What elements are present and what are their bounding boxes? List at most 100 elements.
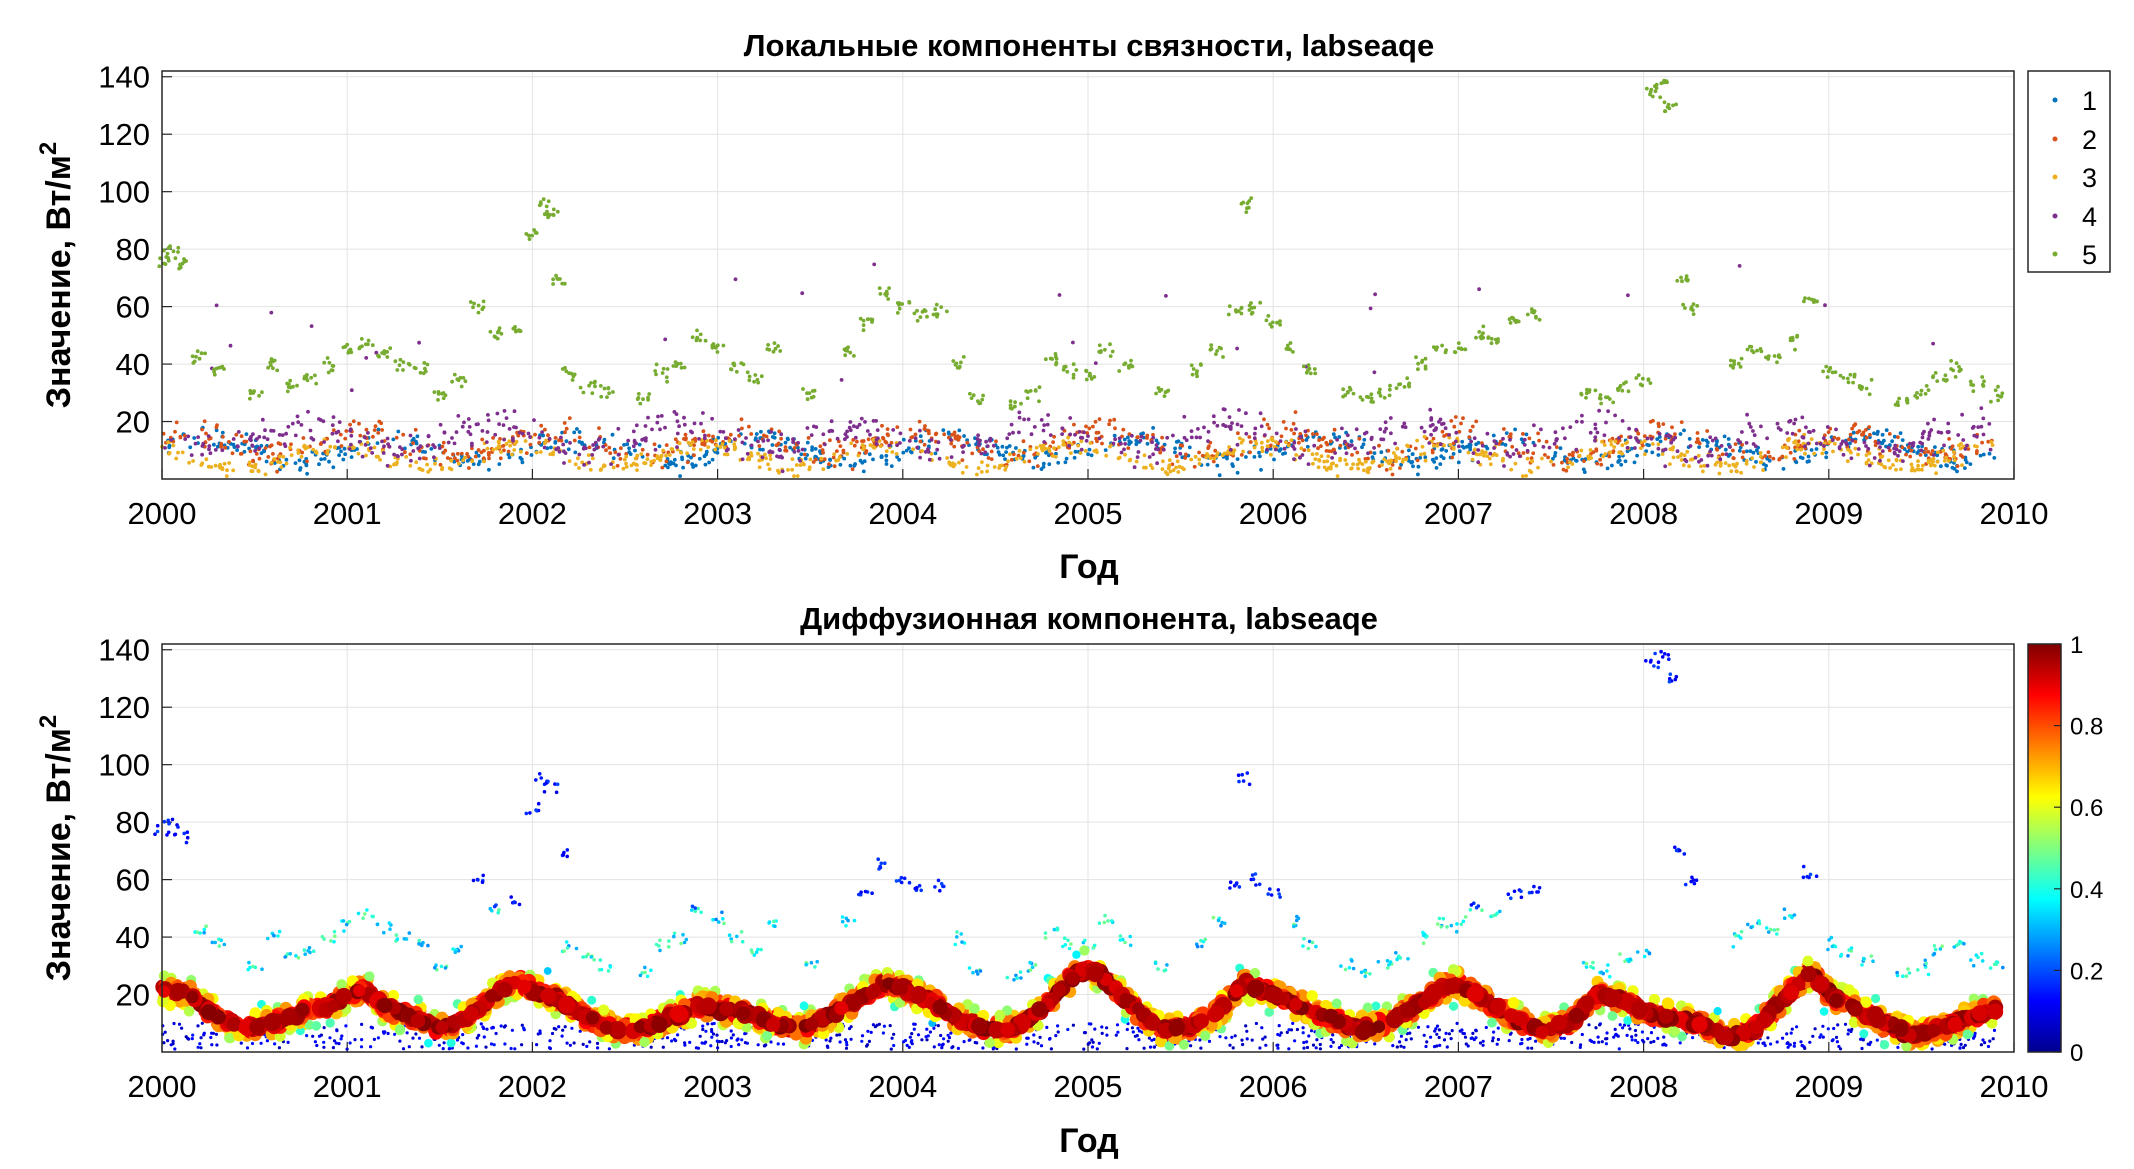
series-4-point: [1514, 448, 1519, 452]
diffusion-point: [1859, 1037, 1863, 1041]
series-2-point: [413, 427, 418, 432]
series-4-point: [417, 340, 421, 345]
diffusion-point: [1087, 1022, 1091, 1026]
diffusion-point: [1222, 921, 1227, 926]
series-5-point: [915, 318, 920, 323]
series-3-point: [1019, 456, 1023, 461]
series-3-point: [1701, 469, 1705, 474]
series-4-point: [1026, 417, 1031, 422]
series-2-point: [664, 459, 669, 464]
series-3-point: [1482, 453, 1486, 458]
series-3-point: [1447, 435, 1452, 440]
series-2-point: [254, 452, 259, 456]
diffusion-point: [890, 1036, 894, 1040]
series-3-point: [964, 465, 969, 469]
series-4-point: [1263, 433, 1267, 437]
series-4-point: [1517, 454, 1522, 459]
series-4-point: [437, 446, 442, 450]
diffusion-point: [942, 1037, 946, 1041]
diffusion-point: [341, 919, 346, 923]
series-2-point: [1673, 432, 1677, 436]
series-1-point: [861, 469, 866, 474]
series-3-point: [764, 456, 768, 461]
series-4-point: [1135, 455, 1140, 459]
series-4-point: [1419, 425, 1424, 430]
series-3-point: [548, 452, 553, 457]
series-3-point: [947, 460, 952, 465]
series-3-point: [1357, 457, 1361, 462]
series-5-point: [176, 245, 181, 250]
series-2-point: [923, 424, 927, 428]
series-4-point: [382, 444, 386, 449]
diffusion-point: [333, 934, 337, 938]
series-4-point: [208, 451, 213, 456]
series-4-point: [829, 419, 834, 424]
series-3-point: [1078, 451, 1083, 455]
diffusion-point: [1785, 1032, 1789, 1036]
series-5-point: [641, 397, 645, 402]
series-3-point: [1166, 466, 1171, 471]
series-2-point: [1531, 451, 1536, 456]
series-2-point: [1262, 417, 1266, 422]
series-4-point: [1688, 444, 1693, 448]
series-2-point: [925, 428, 930, 433]
diffusion-point: [840, 915, 845, 919]
series-3-point: [667, 453, 672, 457]
series-4-point: [1634, 427, 1639, 432]
series-4-point: [655, 420, 660, 425]
series-3-point: [1083, 449, 1088, 453]
diffusion-point: [1131, 1030, 1135, 1034]
diffusion-point: [552, 1026, 556, 1031]
series-3-point: [1715, 460, 1719, 465]
series-4-point: [559, 435, 563, 440]
series-4-point: [409, 458, 413, 463]
series-5-point: [1993, 388, 1998, 393]
series-1-point: [244, 432, 249, 436]
series-4-point: [1627, 426, 1631, 431]
series-3-point: [1739, 470, 1743, 475]
series-3-point: [325, 451, 330, 456]
diffusion-point: [1097, 1041, 1101, 1045]
series-5-point: [309, 375, 314, 380]
series-5-point: [1162, 394, 1167, 398]
series-1-point: [1337, 435, 1342, 439]
series-5-point: [569, 371, 574, 376]
series-2-point: [1537, 438, 1541, 443]
diffusion-point: [494, 1031, 498, 1036]
series-4-point: [1252, 431, 1257, 436]
series-4-point: [532, 418, 536, 422]
diffusion-point: [339, 1037, 343, 1041]
series-2-point: [1554, 445, 1559, 449]
diffusion-point: [1649, 1031, 1654, 1035]
series-1-point: [1444, 449, 1449, 453]
series-3-point: [1784, 445, 1788, 449]
series-4-point: [769, 429, 773, 434]
series-5-point: [251, 390, 255, 395]
diffusion-point: [1618, 1023, 1622, 1027]
series-4-point: [1042, 423, 1047, 427]
series-5-point: [272, 358, 277, 363]
series-3-point: [1613, 439, 1618, 444]
series-2-point: [343, 436, 348, 441]
series-5-point: [1190, 372, 1195, 377]
series-3-point: [1079, 439, 1084, 444]
diffusion-point: [907, 880, 912, 885]
series-4-point: [1745, 412, 1749, 417]
series-1-point: [703, 462, 708, 467]
series-3-point: [1270, 438, 1275, 443]
series-4-point: [843, 437, 847, 442]
diffusion-point: [1630, 1038, 1634, 1042]
series-3-point: [296, 448, 301, 453]
series-5-point: [1611, 400, 1616, 405]
series-1-point: [628, 452, 633, 456]
diffusion-point: [1455, 1021, 1459, 1025]
series-2-point: [351, 419, 356, 424]
series-1-point: [610, 432, 615, 437]
diffusion-point: [548, 1046, 553, 1051]
series-4-point: [1931, 341, 1935, 346]
series-5-point: [1013, 400, 1017, 405]
series-2-point: [838, 444, 843, 448]
diffusion-point: [1245, 1029, 1249, 1033]
series-5-point: [1226, 312, 1231, 317]
series-3-point: [1643, 452, 1647, 457]
